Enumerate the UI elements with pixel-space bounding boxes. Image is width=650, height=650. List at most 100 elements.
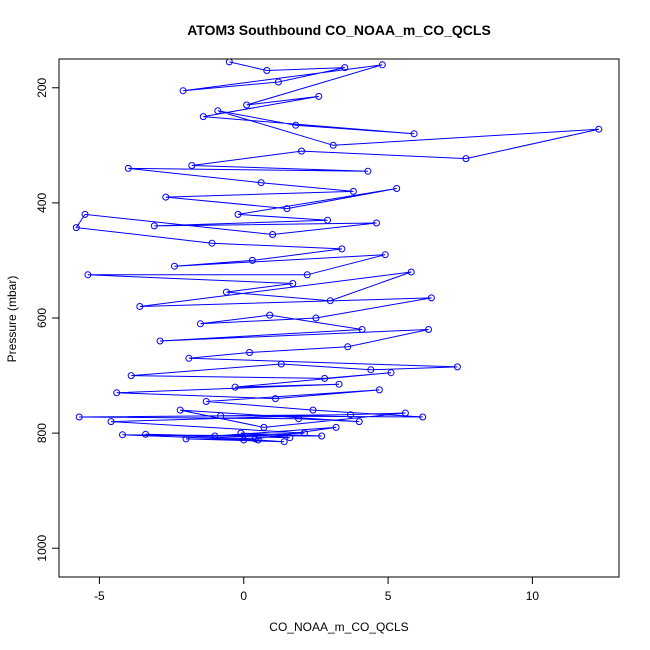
data-point — [176, 406, 184, 414]
data-point — [407, 268, 415, 276]
chart-title: ATOM3 Southbound CO_NOAA_m_CO_QCLS — [187, 22, 491, 38]
data-point — [266, 311, 274, 319]
data-point — [364, 167, 372, 175]
data-point — [248, 256, 256, 264]
series-layer — [72, 59, 603, 446]
data-point — [127, 372, 135, 380]
data-point — [142, 430, 150, 438]
data-point — [381, 251, 389, 259]
data-point — [358, 326, 366, 333]
data-point — [231, 383, 239, 391]
data-point — [298, 147, 305, 155]
data-point — [156, 337, 164, 345]
x-tick-label: 5 — [385, 589, 392, 603]
data-point — [286, 434, 294, 442]
data-point — [199, 113, 207, 121]
data-point — [315, 92, 323, 100]
data-point — [341, 64, 349, 72]
data-point — [240, 436, 248, 444]
data-point — [453, 363, 461, 371]
y-axis: 200 400 600 800 1000 — [35, 77, 59, 562]
data-point — [355, 418, 363, 426]
data-point — [113, 389, 121, 397]
data-point — [196, 320, 204, 328]
data-point — [595, 125, 603, 133]
data-point — [410, 130, 418, 138]
data-point — [378, 61, 386, 69]
data-point — [119, 431, 126, 439]
data-point — [222, 288, 230, 296]
data-point — [338, 245, 346, 253]
x-tick-label: -5 — [94, 589, 105, 603]
data-point — [427, 294, 435, 302]
y-tick-label: 200 — [35, 77, 49, 97]
data-point — [309, 406, 317, 414]
data-point — [335, 380, 343, 388]
data-point — [347, 411, 354, 419]
data-point — [254, 436, 262, 444]
y-tick-label: 400 — [35, 193, 49, 213]
data-point — [277, 360, 285, 368]
x-axis: -5 0 5 10 — [94, 577, 539, 603]
data-point — [332, 423, 340, 431]
data-point — [150, 222, 158, 230]
data-point — [312, 314, 320, 322]
data-point — [393, 185, 401, 192]
data-point — [179, 87, 187, 95]
data-point — [326, 297, 334, 305]
data-point — [124, 164, 132, 172]
data-point — [75, 413, 83, 421]
x-tick-label: 10 — [526, 589, 540, 603]
data-point — [401, 409, 409, 417]
data-point — [188, 162, 196, 169]
data-point — [72, 224, 80, 232]
y-tick-label: 600 — [35, 308, 49, 328]
data-point — [185, 354, 193, 362]
x-tick-label: 0 — [240, 589, 247, 603]
data-point — [289, 280, 297, 287]
data-point — [107, 418, 115, 426]
series-0 — [72, 59, 603, 446]
data-point — [81, 210, 89, 218]
data-point — [237, 429, 245, 437]
plot-frame — [58, 58, 620, 578]
data-point — [367, 366, 375, 374]
data-point — [462, 155, 470, 163]
data-point — [182, 435, 190, 443]
data-point — [171, 262, 178, 270]
data-point — [292, 121, 300, 129]
data-point — [387, 369, 395, 377]
data-point — [349, 187, 357, 195]
data-point — [208, 239, 216, 247]
data-point — [257, 179, 265, 187]
data-point — [263, 67, 271, 74]
data-point — [202, 398, 210, 405]
data-point — [136, 303, 144, 310]
data-point — [260, 423, 268, 431]
y-axis-label: Pressure (mbar) — [5, 276, 19, 363]
data-point — [344, 343, 352, 351]
data-point — [419, 413, 427, 421]
data-point — [269, 231, 277, 238]
data-point — [272, 395, 279, 403]
data-point — [295, 415, 303, 423]
data-point — [274, 78, 282, 86]
data-point — [283, 205, 291, 213]
data-point — [246, 349, 253, 356]
series-line — [75, 61, 599, 443]
data-point — [321, 374, 329, 382]
data-point — [214, 107, 222, 115]
data-point — [280, 438, 288, 446]
data-point — [211, 432, 219, 440]
y-tick-label: 800 — [35, 423, 49, 443]
data-point — [373, 219, 380, 227]
data-point — [162, 193, 170, 201]
data-point — [318, 432, 326, 440]
y-tick-label: 1000 — [35, 535, 49, 562]
x-axis-label: CO_NOAA_m_CO_QCLS — [269, 620, 408, 634]
data-point — [225, 59, 233, 66]
data-point — [324, 216, 331, 224]
data-point — [300, 429, 308, 437]
